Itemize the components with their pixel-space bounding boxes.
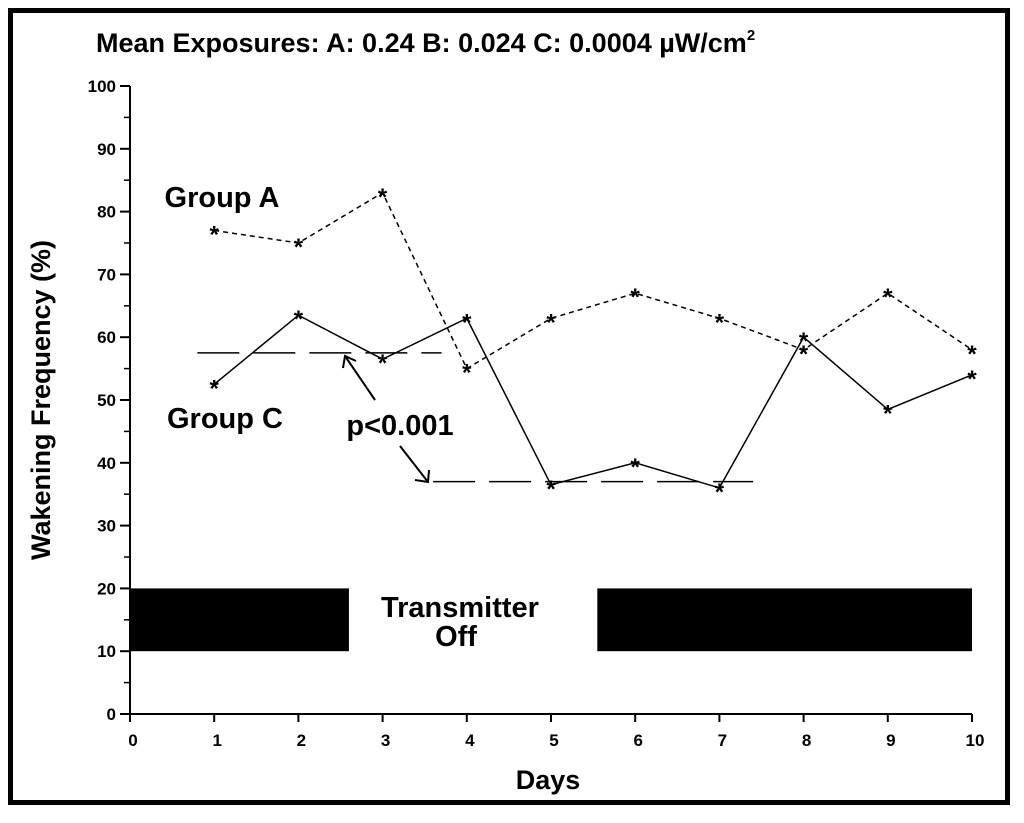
series-label-group-c: Group C — [167, 403, 283, 435]
data-point-group-a: * — [378, 184, 388, 211]
series-line-group-c — [213, 314, 973, 489]
y-tick-label: 50 — [97, 391, 116, 410]
pvalue-arrow-up — [344, 355, 376, 401]
data-point-group-c: * — [546, 476, 556, 503]
y-tick-label: 40 — [97, 454, 116, 473]
x-tick-label: 4 — [465, 731, 475, 750]
y-tick-label: 30 — [97, 517, 116, 536]
data-point-group-c: * — [883, 400, 893, 427]
y-tick-label: 10 — [97, 642, 116, 661]
data-point-group-a: * — [967, 341, 977, 368]
x-tick-label: 7 — [718, 731, 727, 750]
pvalue-label: p<0.001 — [346, 410, 453, 442]
data-point-group-a: * — [883, 284, 893, 311]
data-point-group-a: * — [715, 309, 725, 336]
pvalue-arrow-down — [399, 445, 429, 483]
data-point-group-a: * — [462, 360, 472, 387]
chart-title-superscript: 2 — [747, 27, 755, 44]
data-point-group-c: * — [631, 454, 641, 481]
transmitter-label-line2: Off — [435, 621, 477, 653]
pvalue-arrowhead-down — [414, 469, 430, 484]
x-tick-label: 8 — [802, 731, 811, 750]
x-tick-label: 10 — [966, 731, 985, 750]
figure-frame — [8, 8, 1010, 805]
data-point-group-a: * — [631, 284, 641, 311]
pvalue-arrows — [342, 354, 430, 484]
x-tick-label: 0 — [128, 731, 137, 750]
data-point-group-c: * — [715, 479, 725, 506]
series-line-group-a — [214, 191, 973, 370]
transmitter-label-line1: Transmitter — [381, 592, 539, 624]
x-tick-label: 9 — [886, 731, 895, 750]
pvalue-arrowhead-up — [342, 354, 357, 369]
data-point-group-c: * — [210, 375, 220, 402]
series-label-group-a: Group A — [165, 182, 280, 214]
data-point-group-c: * — [294, 306, 304, 333]
transmitter-off-bar-2 — [597, 588, 972, 652]
x-axis-label: Days — [516, 765, 581, 795]
y-tick-label: 60 — [97, 328, 116, 347]
y-tick-label: 100 — [88, 77, 116, 96]
data-point-group-c: * — [967, 366, 977, 393]
x-tick-label: 6 — [633, 731, 642, 750]
chart-title-text: Mean Exposures: A: 0.24 B: 0.024 C: 0.00… — [96, 28, 747, 58]
x-tick-label: 2 — [297, 731, 306, 750]
transmitter-off-bar-1 — [130, 588, 349, 652]
y-tick-label: 70 — [97, 265, 116, 284]
y-axis-label: Wakening Frequency (%) — [26, 240, 56, 560]
data-point-group-c: * — [799, 328, 809, 355]
data-point-group-a: * — [799, 341, 809, 368]
x-tick-label: 3 — [381, 731, 390, 750]
y-tick-label: 90 — [97, 140, 116, 159]
data-point-group-c: * — [378, 350, 388, 377]
data-point-group-a: * — [546, 309, 556, 336]
data-point-group-c: * — [462, 309, 472, 336]
x-tick-label: 1 — [212, 731, 221, 750]
chart-title: Mean Exposures: A: 0.24 B: 0.024 C: 0.00… — [96, 27, 755, 58]
y-tick-label: 0 — [107, 705, 116, 724]
y-tick-label: 80 — [97, 203, 116, 222]
x-tick-label: 5 — [549, 731, 558, 750]
data-point-group-a: * — [294, 234, 304, 261]
data-point-group-a: * — [210, 221, 220, 248]
y-tick-label: 20 — [97, 579, 116, 598]
